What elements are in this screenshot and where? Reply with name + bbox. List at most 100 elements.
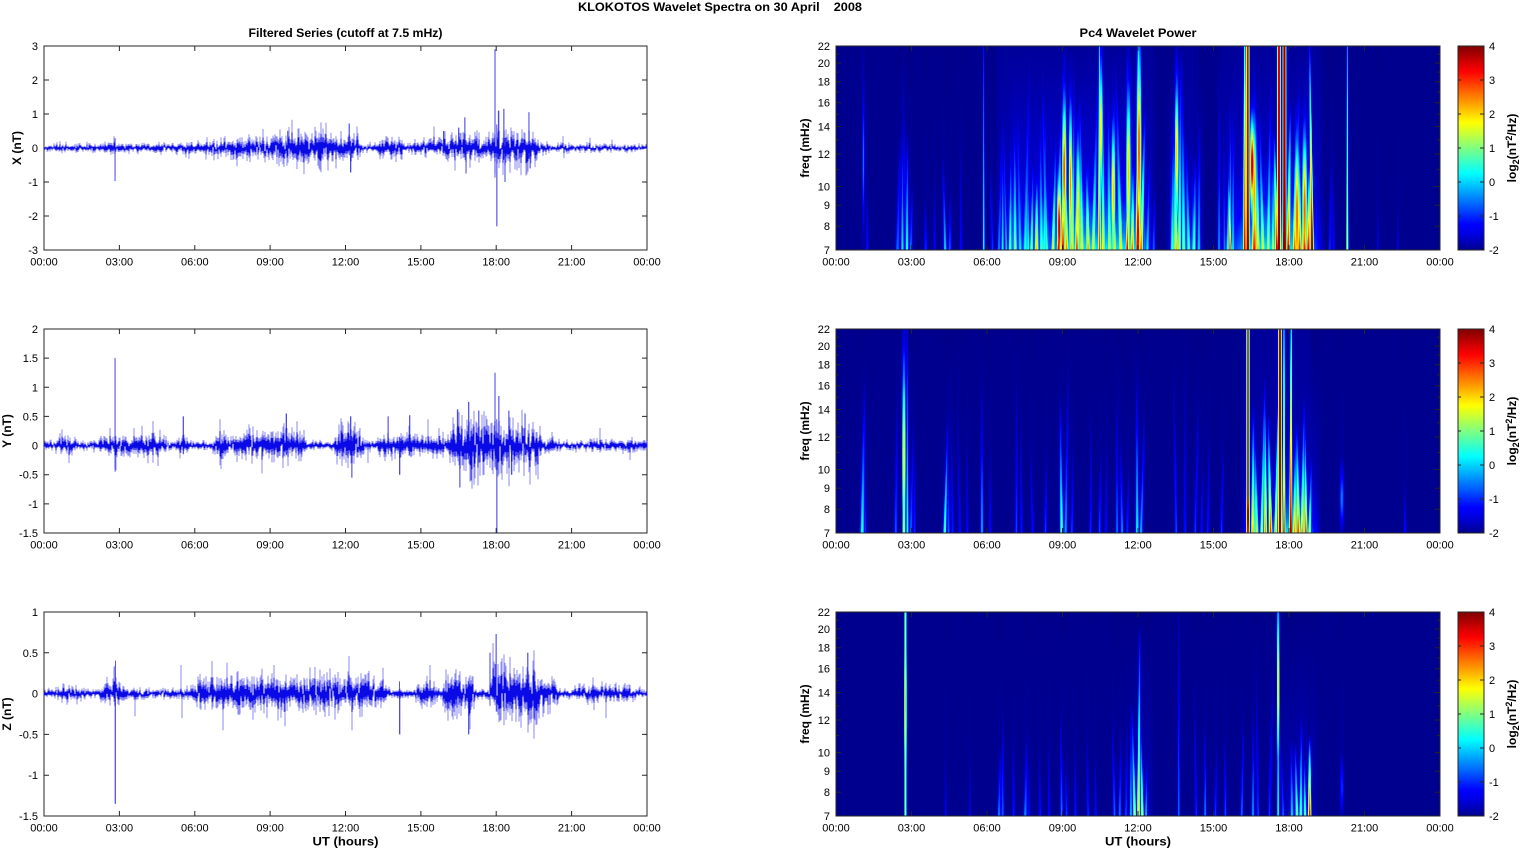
svg-text:3: 3 — [1489, 358, 1495, 370]
svg-text:1: 1 — [32, 382, 38, 394]
svg-text:log2(nT2/Hz): log2(nT2/Hz) — [1504, 680, 1521, 749]
svg-text:8: 8 — [824, 504, 830, 516]
svg-text:Pc4 Wavelet Power: Pc4 Wavelet Power — [1080, 26, 1197, 40]
svg-text:20: 20 — [818, 624, 830, 636]
svg-text:09:00: 09:00 — [256, 540, 284, 552]
svg-text:12:00: 12:00 — [1124, 257, 1152, 269]
svg-text:freq (mHz): freq (mHz) — [798, 684, 812, 743]
svg-text:18:00: 18:00 — [482, 540, 510, 552]
svg-text:15:00: 15:00 — [407, 540, 435, 552]
svg-text:06:00: 06:00 — [181, 823, 209, 835]
svg-text:2: 2 — [32, 324, 38, 336]
svg-text:00:00: 00:00 — [30, 823, 58, 835]
svg-text:-2: -2 — [1489, 245, 1499, 257]
svg-text:00:00: 00:00 — [30, 540, 58, 552]
svg-text:1: 1 — [32, 607, 38, 619]
svg-text:0: 0 — [32, 441, 38, 453]
svg-text:20: 20 — [818, 58, 830, 70]
svg-text:12:00: 12:00 — [1124, 823, 1152, 835]
svg-text:09:00: 09:00 — [1049, 823, 1077, 835]
svg-text:03:00: 03:00 — [106, 540, 134, 552]
svg-text:9: 9 — [824, 483, 830, 495]
svg-text:18:00: 18:00 — [1275, 540, 1303, 552]
svg-text:2: 2 — [1489, 392, 1495, 404]
svg-text:1: 1 — [1489, 426, 1495, 438]
svg-text:4: 4 — [1489, 41, 1495, 53]
svg-text:3: 3 — [1489, 641, 1495, 653]
svg-text:22: 22 — [818, 324, 830, 336]
svg-text:12:00: 12:00 — [1124, 540, 1152, 552]
svg-text:-1: -1 — [28, 177, 38, 189]
svg-text:16: 16 — [818, 664, 830, 676]
svg-text:16: 16 — [818, 98, 830, 110]
svg-text:12: 12 — [818, 149, 830, 161]
svg-text:03:00: 03:00 — [106, 823, 134, 835]
svg-text:03:00: 03:00 — [898, 257, 926, 269]
svg-text:21:00: 21:00 — [1351, 823, 1379, 835]
svg-text:21:00: 21:00 — [1351, 540, 1379, 552]
svg-text:22: 22 — [818, 41, 830, 53]
svg-text:4: 4 — [1489, 324, 1495, 336]
svg-text:21:00: 21:00 — [558, 823, 586, 835]
svg-text:06:00: 06:00 — [181, 540, 209, 552]
svg-text:freq (mHz): freq (mHz) — [798, 118, 812, 177]
svg-text:00:00: 00:00 — [1426, 823, 1454, 835]
svg-text:18:00: 18:00 — [482, 257, 510, 269]
svg-text:1: 1 — [32, 109, 38, 121]
svg-text:22: 22 — [818, 607, 830, 619]
svg-text:7: 7 — [824, 245, 830, 257]
svg-text:log2(nT2/Hz): log2(nT2/Hz) — [1504, 397, 1521, 466]
svg-text:16: 16 — [818, 381, 830, 393]
svg-text:06:00: 06:00 — [973, 823, 1001, 835]
svg-text:09:00: 09:00 — [1049, 540, 1077, 552]
svg-text:1: 1 — [1489, 709, 1495, 721]
svg-text:18:00: 18:00 — [1275, 257, 1303, 269]
svg-text:1: 1 — [1489, 143, 1495, 155]
svg-text:-1: -1 — [28, 770, 38, 782]
svg-text:Z (nT): Z (nT) — [0, 697, 14, 730]
svg-text:06:00: 06:00 — [973, 257, 1001, 269]
svg-text:-2: -2 — [1489, 528, 1499, 540]
svg-text:10: 10 — [818, 748, 830, 760]
svg-text:00:00: 00:00 — [822, 257, 850, 269]
svg-text:15:00: 15:00 — [407, 257, 435, 269]
svg-text:0: 0 — [32, 689, 38, 701]
svg-text:-1.5: -1.5 — [19, 811, 38, 823]
svg-text:00:00: 00:00 — [822, 823, 850, 835]
svg-text:06:00: 06:00 — [181, 257, 209, 269]
svg-text:03:00: 03:00 — [106, 257, 134, 269]
svg-text:00:00: 00:00 — [1426, 257, 1454, 269]
svg-text:14: 14 — [818, 688, 830, 700]
svg-text:00:00: 00:00 — [1426, 540, 1454, 552]
svg-text:18: 18 — [818, 360, 830, 372]
svg-text:12:00: 12:00 — [332, 823, 360, 835]
svg-text:-2: -2 — [28, 211, 38, 223]
svg-text:09:00: 09:00 — [1049, 257, 1077, 269]
svg-text:15:00: 15:00 — [1200, 540, 1228, 552]
svg-text:7: 7 — [824, 528, 830, 540]
svg-text:0: 0 — [1489, 460, 1495, 472]
svg-text:2: 2 — [1489, 675, 1495, 687]
svg-text:10: 10 — [818, 465, 830, 477]
svg-text:0: 0 — [32, 143, 38, 155]
svg-text:18:00: 18:00 — [482, 823, 510, 835]
svg-text:09:00: 09:00 — [256, 823, 284, 835]
svg-text:8: 8 — [824, 787, 830, 799]
svg-text:10: 10 — [818, 182, 830, 194]
svg-text:14: 14 — [818, 405, 830, 417]
svg-text:2: 2 — [32, 75, 38, 87]
svg-text:1.5: 1.5 — [23, 353, 38, 365]
svg-text:2: 2 — [1489, 109, 1495, 121]
svg-text:21:00: 21:00 — [558, 540, 586, 552]
svg-text:X (nT): X (nT) — [10, 131, 24, 165]
svg-text:21:00: 21:00 — [558, 257, 586, 269]
svg-text:0.5: 0.5 — [23, 648, 38, 660]
svg-text:06:00: 06:00 — [973, 540, 1001, 552]
svg-text:UT (hours): UT (hours) — [313, 835, 379, 849]
svg-text:00:00: 00:00 — [633, 257, 661, 269]
svg-text:UT (hours): UT (hours) — [1105, 835, 1171, 849]
svg-text:21:00: 21:00 — [1351, 257, 1379, 269]
svg-text:9: 9 — [824, 766, 830, 778]
svg-text:3: 3 — [32, 41, 38, 53]
svg-text:15:00: 15:00 — [407, 823, 435, 835]
